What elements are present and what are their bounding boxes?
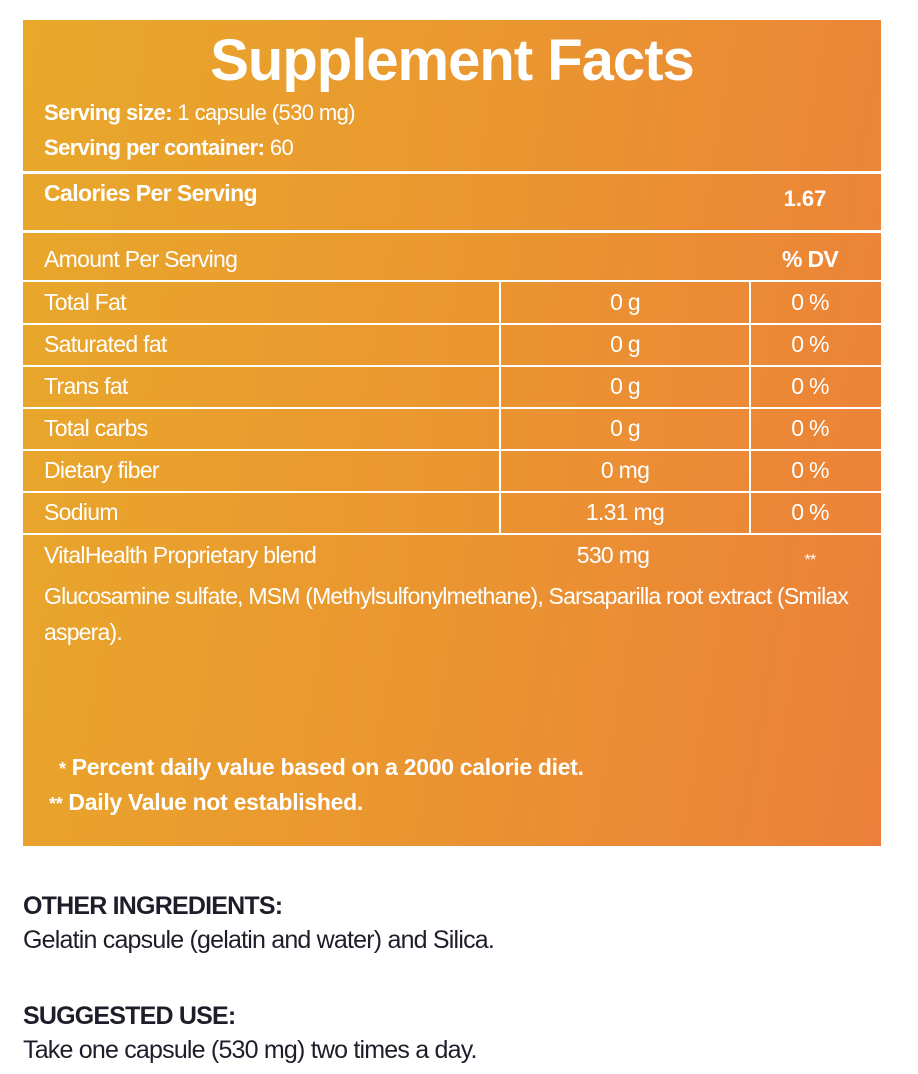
- suggested-use-title: SUGGESTED USE:: [23, 1002, 236, 1030]
- row-divider: [23, 365, 881, 367]
- blend-description: Glucosamine sulfate, MSM (Methylsulfonyl…: [44, 583, 849, 645]
- amount-per-serving-label: Amount Per Serving: [44, 246, 238, 272]
- nutrient-dv: 0 %: [791, 373, 829, 399]
- suggested-use-text: Take one capsule (530 mg) two times a da…: [23, 1036, 477, 1064]
- nutrient-dv: 0 %: [791, 415, 829, 441]
- footnote-text: Percent daily value based on a 2000 calo…: [71, 754, 584, 780]
- table-row: Total carbs 0 g 0 %: [23, 407, 881, 449]
- column-divider-amount: [499, 281, 501, 533]
- servings-per-container: Serving per container: 60: [44, 134, 294, 162]
- blend-row: VitalHealth Proprietary blend 530 mg **: [23, 534, 881, 576]
- nutrient-name: Total carbs: [44, 415, 148, 441]
- blend-name: VitalHealth Proprietary blend: [44, 542, 317, 568]
- row-divider: [23, 407, 881, 409]
- servings-per-container-label: Serving per container:: [44, 135, 265, 160]
- nutrient-name: Dietary fiber: [44, 457, 160, 483]
- serving-size-value: 1 capsule (530 mg): [171, 100, 355, 125]
- footnote-mark: *: [59, 759, 66, 779]
- table-row: Dietary fiber 0 mg 0 %: [23, 449, 881, 491]
- nutrient-dv: 0 %: [791, 499, 829, 525]
- nutrient-name: Saturated fat: [44, 331, 167, 357]
- row-divider: [23, 323, 881, 325]
- footnote-daily-value: * Percent daily value based on a 2000 cal…: [59, 754, 584, 781]
- divider-thick-top: [23, 171, 881, 174]
- serving-size-label: Serving size:: [44, 100, 173, 125]
- column-divider-dv: [749, 281, 751, 533]
- calories-label: Calories Per Serving: [44, 180, 258, 206]
- table-row: Sodium 1.31 mg 0 %: [23, 491, 881, 533]
- nutrient-name: Sodium: [44, 499, 118, 525]
- servings-per-container-value: 60: [264, 135, 294, 160]
- divider-header: [23, 280, 881, 282]
- supplement-facts-panel: Supplement Facts Serving size: 1 capsule…: [23, 20, 881, 846]
- table-row: Saturated fat 0 g 0 %: [23, 323, 881, 365]
- calories-value: 1.67: [783, 186, 827, 211]
- table-row: Trans fat 0 g 0 %: [23, 365, 881, 407]
- facts-title: Supplement Facts: [210, 28, 695, 93]
- row-divider: [23, 533, 881, 535]
- nutrient-amount: 0 g: [610, 289, 641, 315]
- serving-size: Serving size: 1 capsule (530 mg): [44, 99, 356, 127]
- nutrient-amount: 0 g: [610, 331, 641, 357]
- nutrient-name: Total Fat: [44, 289, 127, 315]
- blend-dv: **: [804, 552, 816, 569]
- row-divider: [23, 491, 881, 493]
- nutrient-name: Trans fat: [44, 373, 128, 399]
- footnote-text: Daily Value not established.: [68, 789, 363, 815]
- nutrient-dv: 0 %: [791, 289, 829, 315]
- blend-amount: 530 mg: [576, 542, 650, 568]
- nutrient-amount: 1.31 mg: [585, 499, 665, 525]
- footnote-not-established: ** Daily Value not established.: [49, 789, 363, 816]
- other-ingredients-title: OTHER INGREDIENTS:: [23, 892, 283, 920]
- nutrient-amount: 0 g: [610, 373, 641, 399]
- other-ingredients-text: Gelatin capsule (gelatin and water) and …: [23, 926, 495, 954]
- nutrient-dv: 0 %: [791, 331, 829, 357]
- row-divider: [23, 449, 881, 451]
- table-row: Total Fat 0 g 0 %: [23, 281, 881, 323]
- amount-header-row: Amount Per Serving % DV: [23, 238, 881, 280]
- divider-thick-calories: [23, 230, 881, 233]
- nutrient-dv: 0 %: [791, 457, 829, 483]
- nutrient-amount: 0 g: [610, 415, 641, 441]
- dv-header-label: % DV: [782, 246, 839, 272]
- footnote-mark: **: [49, 794, 63, 814]
- nutrient-amount: 0 mg: [600, 457, 650, 483]
